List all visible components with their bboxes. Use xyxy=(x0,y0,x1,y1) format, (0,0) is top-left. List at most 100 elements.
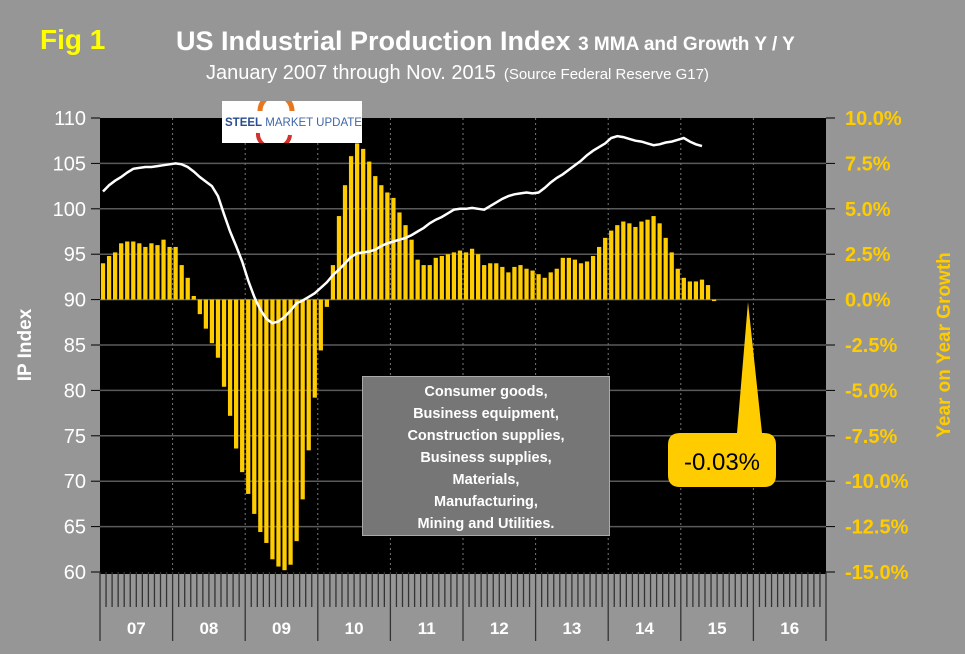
chart-subtitle: January 2007 through Nov. 2015 (Source Fe… xyxy=(206,62,709,85)
growth-bar xyxy=(288,299,293,565)
growth-bar xyxy=(645,219,650,300)
x-tick-label: 15 xyxy=(708,619,727,638)
left-tick-label: 60 xyxy=(64,562,86,584)
growth-bar xyxy=(566,257,571,300)
left-tick-label: 70 xyxy=(64,471,86,493)
x-tick-label: 10 xyxy=(345,619,364,638)
growth-bar xyxy=(234,299,239,449)
growth-bar xyxy=(681,277,686,300)
growth-bar xyxy=(391,197,396,300)
growth-bar xyxy=(627,223,632,300)
growth-bar xyxy=(125,241,130,300)
growth-bar xyxy=(276,299,281,567)
growth-bar xyxy=(463,252,469,300)
growth-bar xyxy=(355,143,360,300)
growth-bar xyxy=(300,299,305,500)
right-tick-label: 7.5% xyxy=(845,153,891,175)
growth-bar xyxy=(621,221,626,300)
growth-bar xyxy=(179,265,184,300)
growth-bar xyxy=(270,299,275,560)
steel-market-update-logo: STEEL MARKET UPDATE xyxy=(222,92,362,150)
growth-bar xyxy=(451,252,457,300)
growth-bar xyxy=(119,243,124,300)
logo-swoosh-icon: STEEL MARKET UPDATE xyxy=(225,92,362,150)
left-axis: 110 105 100 95 90 85 80 75 70 65 60 xyxy=(53,108,100,584)
growth-bar xyxy=(342,185,348,300)
growth-bar xyxy=(657,223,662,300)
growth-bar xyxy=(131,241,136,300)
growth-bar xyxy=(318,299,323,351)
growth-bar xyxy=(578,263,584,300)
annotation-line: Consumer goods, xyxy=(424,384,548,400)
left-tick-label: 105 xyxy=(53,153,86,175)
growth-bar xyxy=(155,245,160,300)
figure-label: Fig 1 xyxy=(40,24,106,55)
right-tick-label: -10.0% xyxy=(845,471,909,493)
growth-bar xyxy=(373,176,378,300)
growth-bar xyxy=(476,254,481,300)
growth-bar xyxy=(693,281,699,300)
annotation-line: Materials, xyxy=(452,472,520,488)
growth-bar xyxy=(312,299,317,398)
growth-bar xyxy=(397,212,402,300)
growth-bar xyxy=(699,279,705,300)
growth-bar xyxy=(675,268,680,300)
x-tick-label: 09 xyxy=(272,619,291,638)
y-axis-label-left: IP Index xyxy=(15,308,36,381)
growth-bar xyxy=(173,246,178,300)
left-tick-label: 90 xyxy=(64,290,86,312)
growth-bar xyxy=(597,246,602,300)
x-tick-label: 07 xyxy=(127,619,146,638)
growth-bar xyxy=(258,299,263,533)
growth-bar xyxy=(427,265,432,300)
growth-bar xyxy=(500,266,505,300)
x-axis: 07 08 09 10 11 12 13 14 15 16 xyxy=(99,572,827,641)
left-tick-label: 100 xyxy=(53,199,86,221)
growth-bar xyxy=(603,237,608,300)
growth-bar xyxy=(554,268,559,300)
right-tick-label: 0.0% xyxy=(845,290,891,312)
subtitle-source: (Source Federal Reserve G17) xyxy=(503,66,709,83)
growth-bar xyxy=(143,246,148,300)
growth-bar xyxy=(209,299,215,344)
growth-bar xyxy=(439,256,444,300)
growth-bar xyxy=(536,274,541,300)
growth-bar xyxy=(512,266,517,300)
growth-bar xyxy=(252,299,257,514)
growth-bar xyxy=(711,299,717,302)
chart-title-sub: 3 MMA and Growth Y / Y xyxy=(578,34,795,55)
growth-bar xyxy=(560,257,565,300)
growth-bar xyxy=(185,277,190,300)
growth-bar xyxy=(149,243,154,300)
growth-bar xyxy=(227,299,233,416)
growth-bar xyxy=(572,259,578,300)
growth-bar xyxy=(221,299,227,387)
growth-bar xyxy=(161,239,166,300)
right-tick-label: -5.0% xyxy=(845,380,897,402)
growth-bar xyxy=(215,299,221,358)
growth-bar xyxy=(330,265,336,300)
callout-bubble xyxy=(668,302,776,487)
growth-bar xyxy=(306,299,311,451)
growth-bar xyxy=(482,265,487,300)
growth-bar xyxy=(548,272,553,300)
right-tick-label: 10.0% xyxy=(845,108,902,130)
growth-bar xyxy=(336,216,342,300)
chart-title: US Industrial Production Index 3 MMA and… xyxy=(176,26,795,57)
annotation-line: Mining and Utilities. xyxy=(417,516,555,532)
growth-bar xyxy=(379,185,384,300)
growth-bar xyxy=(264,299,269,543)
right-tick-label: -12.5% xyxy=(845,517,909,539)
growth-bars xyxy=(100,143,717,571)
x-tick-label: 08 xyxy=(199,619,218,638)
growth-bar xyxy=(609,230,614,300)
left-tick-label: 75 xyxy=(64,426,86,448)
growth-bar xyxy=(457,250,463,300)
growth-bar xyxy=(651,216,656,300)
growth-bar xyxy=(669,252,674,300)
growth-bar xyxy=(445,254,450,300)
growth-bar xyxy=(403,225,408,300)
x-tick-label: 13 xyxy=(562,619,581,638)
growth-bar xyxy=(246,299,251,494)
